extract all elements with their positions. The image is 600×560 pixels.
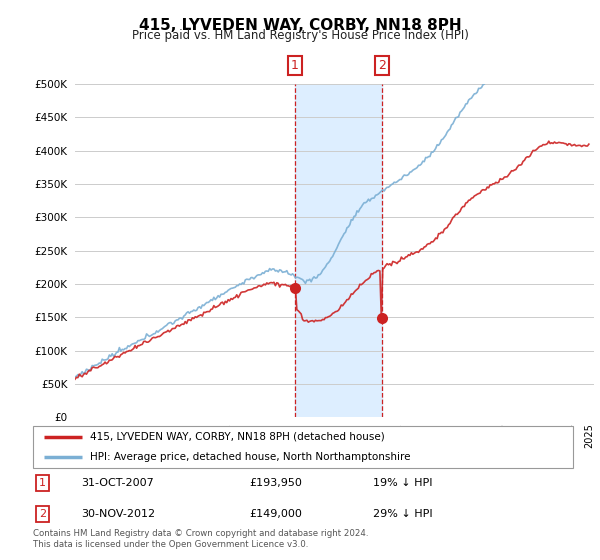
Text: 30-NOV-2012: 30-NOV-2012 <box>82 509 156 519</box>
Text: 29% ↓ HPI: 29% ↓ HPI <box>373 509 433 519</box>
Text: £193,950: £193,950 <box>249 478 302 488</box>
Text: 2: 2 <box>39 509 46 519</box>
Text: 415, LYVEDEN WAY, CORBY, NN18 8PH (detached house): 415, LYVEDEN WAY, CORBY, NN18 8PH (detac… <box>90 432 385 442</box>
Text: 415, LYVEDEN WAY, CORBY, NN18 8PH: 415, LYVEDEN WAY, CORBY, NN18 8PH <box>139 18 461 33</box>
Text: Price paid vs. HM Land Registry's House Price Index (HPI): Price paid vs. HM Land Registry's House … <box>131 29 469 42</box>
Text: HPI: Average price, detached house, North Northamptonshire: HPI: Average price, detached house, Nort… <box>90 452 410 462</box>
Text: 1: 1 <box>39 478 46 488</box>
Text: 31-OCT-2007: 31-OCT-2007 <box>82 478 154 488</box>
Text: 1: 1 <box>291 59 299 72</box>
FancyBboxPatch shape <box>33 426 573 468</box>
Text: £149,000: £149,000 <box>249 509 302 519</box>
Text: Contains HM Land Registry data © Crown copyright and database right 2024.
This d: Contains HM Land Registry data © Crown c… <box>33 529 368 549</box>
Text: 2: 2 <box>378 59 386 72</box>
Bar <box>295 84 382 417</box>
Text: 19% ↓ HPI: 19% ↓ HPI <box>373 478 433 488</box>
